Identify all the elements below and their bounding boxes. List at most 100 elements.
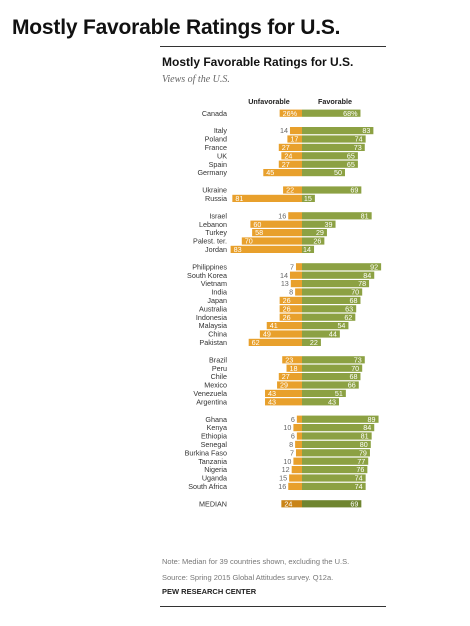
favorable-value: 81 bbox=[361, 211, 369, 220]
favorable-bar bbox=[302, 220, 336, 228]
favorable-value: 26 bbox=[313, 237, 321, 246]
country-label: Malaysia bbox=[199, 321, 227, 330]
unfavorable-bar bbox=[289, 127, 302, 135]
unfavorable-bar bbox=[259, 330, 302, 338]
unfavorable-value: 49 bbox=[263, 330, 271, 339]
favorable-value: 74 bbox=[355, 135, 363, 144]
unfavorable-bar bbox=[266, 322, 302, 330]
country-label: Burkina Faso bbox=[185, 448, 227, 457]
country-label: Peru bbox=[212, 364, 227, 373]
unfavorable-value: 17 bbox=[290, 135, 298, 144]
unfavorable-bar bbox=[289, 474, 302, 482]
country-label: Mexico bbox=[204, 381, 227, 390]
unfavorable-value: 10 bbox=[283, 423, 291, 432]
country-label: Ghana bbox=[205, 415, 227, 424]
chart-title: Mostly Favorable Ratings for U.S. bbox=[162, 55, 354, 69]
favorable-value: 78 bbox=[358, 279, 366, 288]
favorable-bar bbox=[302, 389, 346, 397]
unfavorable-bar bbox=[283, 186, 302, 194]
favorable-value: 92 bbox=[370, 262, 378, 271]
country-label: Venezuela bbox=[193, 389, 227, 398]
favorable-bar bbox=[302, 212, 372, 220]
country-label: Lebanon bbox=[199, 220, 227, 229]
favorable-bar bbox=[302, 364, 363, 372]
unfavorable-value: 43 bbox=[268, 389, 276, 398]
country-label: Kenya bbox=[207, 423, 227, 432]
unfavorable-bar bbox=[252, 229, 302, 237]
unfavorable-value: 14 bbox=[280, 271, 288, 280]
favorable-value: 44 bbox=[329, 330, 337, 339]
favorable-bar bbox=[302, 152, 358, 160]
country-label: Palest. ter. bbox=[193, 237, 227, 246]
unfavorable-bar bbox=[295, 440, 302, 448]
country-label: Vietnam bbox=[201, 279, 227, 288]
unfavorable-bar bbox=[279, 313, 302, 321]
favorable-bar bbox=[302, 322, 349, 330]
country-label: Canada bbox=[202, 109, 227, 118]
favorable-bar bbox=[302, 449, 370, 457]
favorable-bar bbox=[302, 296, 361, 304]
favorable-value: 79 bbox=[359, 448, 367, 457]
unfavorable-bar bbox=[265, 389, 302, 397]
country-label: Tanzania bbox=[198, 457, 227, 466]
country-label: South Korea bbox=[187, 271, 227, 280]
unfavorable-value: 13 bbox=[281, 279, 289, 288]
unfavorable-bar bbox=[265, 398, 302, 406]
favorable-bar bbox=[302, 127, 374, 135]
unfavorable-value: 6 bbox=[291, 415, 295, 424]
unfavorable-bar bbox=[295, 288, 302, 296]
unfavorable-bar bbox=[293, 457, 302, 465]
unfavorable-bar bbox=[277, 381, 302, 389]
unfavorable-value: 22 bbox=[286, 186, 294, 195]
favorable-value: 74 bbox=[355, 482, 363, 491]
unfavorable-bar bbox=[241, 237, 302, 245]
favorable-bar bbox=[302, 338, 321, 346]
unfavorable-value: 27 bbox=[282, 143, 290, 152]
unfavorable-value: 60 bbox=[253, 220, 261, 229]
country-label: Argentina bbox=[196, 397, 227, 406]
unfavorable-bar bbox=[287, 135, 302, 143]
favorable-value: 89 bbox=[368, 415, 376, 424]
unfavorable-value: 15 bbox=[279, 474, 287, 483]
country-label: Spain bbox=[209, 160, 227, 169]
favorable-value: 14 bbox=[303, 245, 311, 254]
favorable-value: 22 bbox=[310, 338, 318, 347]
unfavorable-value: 7 bbox=[290, 262, 294, 271]
unfavorable-value: 26% bbox=[283, 109, 298, 118]
legend-unfavorable: Unfavorable bbox=[248, 97, 290, 106]
top-rule bbox=[160, 46, 386, 47]
unfavorable-value: 81 bbox=[235, 194, 243, 203]
favorable-bar bbox=[302, 135, 366, 143]
favorable-value: 65 bbox=[347, 151, 355, 160]
country-label: Italy bbox=[214, 126, 228, 135]
favorable-value: 76 bbox=[356, 465, 364, 474]
country-label: Pakistan bbox=[199, 338, 227, 347]
favorable-bar bbox=[302, 109, 361, 117]
unfavorable-bar bbox=[279, 305, 302, 313]
country-label: Senegal bbox=[201, 440, 228, 449]
favorable-bar bbox=[302, 500, 362, 508]
country-label: Ethiopia bbox=[201, 432, 227, 441]
favorable-value: 84 bbox=[363, 271, 371, 280]
favorable-bar bbox=[302, 280, 370, 288]
country-label: Uganda bbox=[202, 474, 227, 483]
country-label: Poland bbox=[205, 135, 227, 144]
unfavorable-bar bbox=[288, 482, 302, 490]
favorable-value: 62 bbox=[344, 313, 352, 322]
unfavorable-value: 83 bbox=[234, 245, 242, 254]
unfavorable-value: 27 bbox=[282, 372, 290, 381]
country-label: Brazil bbox=[209, 355, 227, 364]
unfavorable-bar bbox=[291, 466, 302, 474]
unfavorable-value: 58 bbox=[255, 228, 263, 237]
favorable-bar bbox=[302, 305, 357, 313]
favorable-bar bbox=[302, 474, 366, 482]
country-label: Australia bbox=[199, 304, 227, 313]
unfavorable-value: 27 bbox=[282, 160, 290, 169]
favorable-value: 69 bbox=[350, 186, 358, 195]
unfavorable-value: 12 bbox=[282, 465, 290, 474]
unfavorable-value: 16 bbox=[278, 482, 286, 491]
unfavorable-bar bbox=[232, 194, 302, 202]
country-label: China bbox=[208, 330, 227, 339]
unfavorable-bar bbox=[230, 245, 302, 253]
org-label: PEW RESEARCH CENTER bbox=[162, 587, 257, 596]
